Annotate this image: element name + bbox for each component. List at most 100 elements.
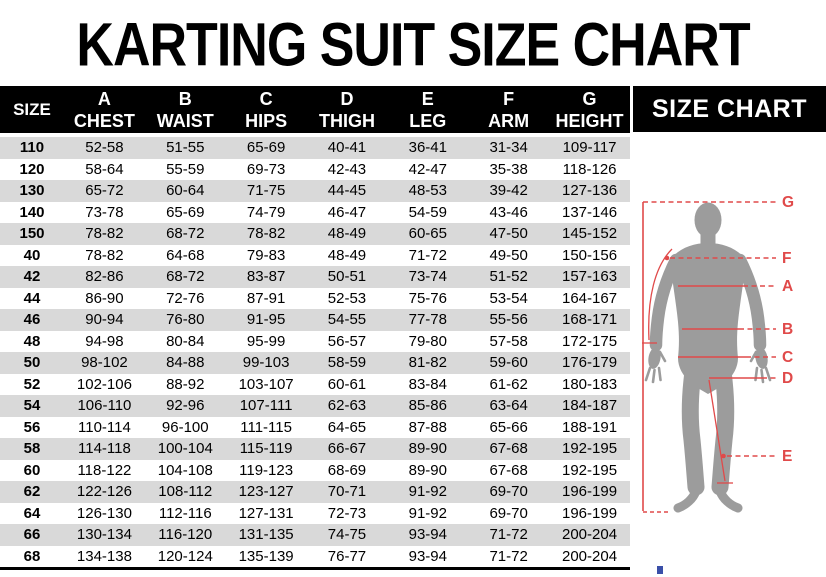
measure-cell: 91-92	[387, 481, 469, 503]
size-cell: 68	[23, 547, 41, 565]
measure-cell: 122-126	[64, 481, 145, 503]
table-row: 150 78-82 68-72 78-82 48-49 60-65 47-50 145-152	[0, 223, 630, 245]
measure-cell: 93-94	[408, 547, 447, 565]
measure-cell: 110-114	[78, 418, 131, 436]
measure-cell: 63-64	[468, 395, 550, 417]
size-cell: 110	[0, 135, 64, 159]
size-cell: 48	[23, 332, 41, 350]
measure-cell: 76-80	[144, 309, 226, 331]
measure-cell: 83-84	[408, 375, 447, 393]
size-cell: 46	[0, 309, 64, 331]
measure-cell: 74-79	[246, 203, 286, 221]
measure-cell: 168-171	[549, 309, 630, 331]
measure-cell: 73-78	[85, 203, 124, 221]
measure-cell: 51-55	[144, 135, 226, 159]
table-row: 44 86-90 72-76 87-91 52-53 75-76 53-54 164-167	[0, 288, 630, 310]
measure-cell: 98-102	[64, 352, 145, 374]
measure-cell: 188-191	[562, 418, 618, 436]
table-row: 40 78-82 64-68 79-83 48-49 71-72 49-50 150-156	[0, 245, 630, 267]
table-row: 54 106-110 92-96 107-111 62-63 85-86 63-64 184-…	[0, 395, 630, 417]
measure-cell: 60-64	[144, 180, 226, 202]
measure-cell: 164-167	[562, 289, 618, 307]
size-cell: 62	[0, 481, 64, 503]
size-cell: 60	[23, 461, 41, 479]
figure-label-leg: E	[782, 448, 792, 465]
measure-cell: 72-73	[327, 504, 367, 522]
measure-cell: 55-59	[166, 160, 205, 178]
leg-measure-slant	[708, 379, 726, 482]
column-header-size: SIZE	[0, 86, 64, 137]
measure-cell: 54-55	[306, 309, 388, 331]
size-table: SIZE A CHEST B WAIST C HIPS D THIGH E LEG F ARM G HEIG…	[0, 86, 630, 567]
table-corner-artifact	[657, 566, 663, 574]
measure-cell: 71-75	[225, 180, 307, 202]
measurement-figure-diagram: G F A B C D E	[642, 194, 794, 513]
size-table-container: SIZE A CHEST B WAIST C HIPS D THIGH E LEG F ARM G HEIG…	[0, 86, 630, 570]
measure-cell: 67-68	[489, 461, 528, 479]
measure-cell: 131-135	[225, 524, 307, 546]
measure-cell: 120-124	[157, 547, 213, 565]
measure-cell: 60-61	[327, 375, 367, 393]
measure-cell: 46-47	[327, 203, 367, 221]
measure-cell: 71-72	[489, 547, 528, 565]
figure-label-chest: A	[782, 278, 793, 295]
measure-cell: 134-138	[76, 547, 132, 565]
measure-cell: 88-92	[166, 375, 205, 393]
measure-cell: 84-88	[144, 352, 226, 374]
size-cell: 52	[23, 375, 41, 393]
table-row: 130 65-72 60-64 71-75 44-45 48-53 39-42 127-136	[0, 180, 630, 202]
measure-cell: 93-94	[387, 524, 469, 546]
figure-label-arm: F	[782, 250, 791, 267]
table-body: 110 52-58 51-55 65-69 40-41 36-41 31-34 109-117…	[0, 135, 630, 567]
column-header-hips: C HIPS	[225, 86, 307, 137]
page-title: KARTING SUIT SIZE CHART	[76, 11, 750, 80]
measure-cell: 112-116	[158, 504, 212, 522]
measure-cell: 64-65	[327, 418, 367, 436]
measure-cell: 89-90	[387, 438, 469, 460]
table-row: 48 94-98 80-84 95-99 56-57 79-80 57-58 172-175	[0, 331, 630, 353]
measure-cell: 196-199	[549, 481, 630, 503]
shoulder-dot	[664, 255, 670, 261]
table-row: 42 82-86 68-72 83-87 50-51 73-74 51-52 157-163	[0, 266, 630, 288]
size-cell: 40	[23, 246, 41, 264]
table-row: 120 58-64 55-59 69-73 42-43 42-47 35-38 118-126	[0, 159, 630, 181]
measure-cell: 71-72	[468, 524, 550, 546]
measure-cell: 78-82	[225, 223, 307, 245]
measure-cell: 65-69	[225, 135, 307, 159]
measure-cell: 58-59	[306, 352, 388, 374]
measure-cell: 51-52	[468, 266, 550, 288]
size-cell: 120	[19, 160, 45, 178]
measure-cell: 200-204	[562, 547, 618, 565]
size-cell: 56	[23, 418, 41, 436]
side-panel-heading: SIZE CHART	[633, 86, 826, 132]
measure-cell: 100-104	[144, 438, 226, 460]
measure-cell: 48-53	[387, 180, 469, 202]
measure-cell: 115-119	[225, 438, 307, 460]
measure-cell: 82-86	[64, 266, 145, 288]
measure-cell: 42-43	[327, 160, 367, 178]
measure-cell: 52-58	[64, 135, 145, 159]
measure-cell: 85-86	[387, 395, 469, 417]
size-cell: 42	[0, 266, 64, 288]
measure-cell: 66-67	[306, 438, 388, 460]
measure-cell: 157-163	[549, 266, 630, 288]
size-cell: 150	[0, 223, 64, 245]
human-silhouette	[644, 202, 772, 513]
measure-cell: 65-66	[489, 418, 528, 436]
leg-dot	[721, 453, 726, 459]
measure-cell: 56-57	[327, 332, 367, 350]
size-cell: 54	[0, 395, 64, 417]
column-header-height: G HEIGHT	[549, 86, 630, 137]
measure-cell: 49-50	[489, 246, 528, 264]
measure-cell: 76-77	[327, 547, 367, 565]
measure-cell: 137-146	[562, 203, 618, 221]
measure-cell: 65-72	[64, 180, 145, 202]
measure-cell: 107-111	[225, 395, 307, 417]
measure-cell: 74-75	[306, 524, 388, 546]
table-header: SIZE A CHEST B WAIST C HIPS D THIGH E LEG F ARM G HEIG…	[0, 86, 630, 137]
table-row: 52 102-106 88-92 103-107 60-61 83-84 61-62 180-…	[0, 374, 630, 396]
measure-cell: 127-136	[549, 180, 630, 202]
measure-cell: 126-130	[76, 504, 132, 522]
measure-cell: 70-71	[306, 481, 388, 503]
measure-cell: 58-64	[85, 160, 124, 178]
